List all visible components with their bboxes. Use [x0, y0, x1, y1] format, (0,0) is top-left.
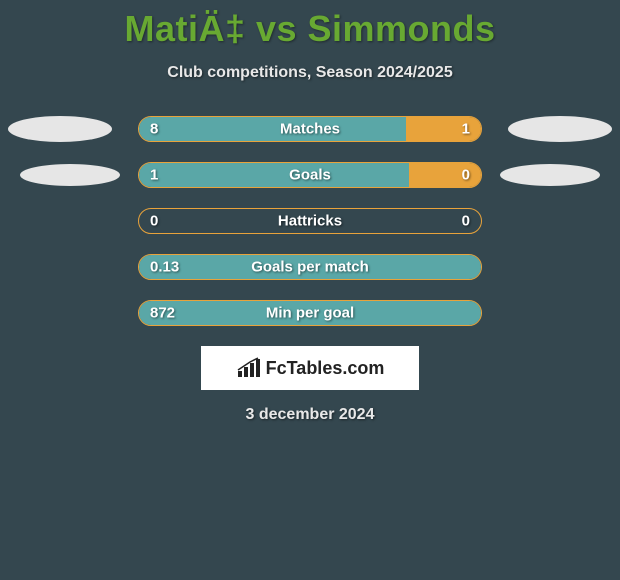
- stat-row: 00Hattricks: [0, 208, 620, 234]
- bar-left-fill: [139, 255, 481, 279]
- right-ellipse: [500, 164, 600, 186]
- stat-row: 10Goals: [0, 162, 620, 188]
- footer-date: 3 december 2024: [0, 406, 620, 424]
- right-ellipse: [508, 116, 612, 142]
- left-ellipse: [8, 116, 112, 142]
- bar-track: [138, 300, 482, 326]
- bar-left-fill: [139, 301, 481, 325]
- bar-track: [138, 162, 482, 188]
- page-title: MatiÄ‡ vs Simmonds: [0, 0, 620, 50]
- bar-track: [138, 208, 482, 234]
- chart-icon: [236, 357, 262, 379]
- stat-row: 81Matches: [0, 116, 620, 142]
- stat-left-value: 872: [150, 305, 175, 322]
- stat-right-value: 1: [462, 121, 470, 138]
- logo-box: FcTables.com: [201, 346, 419, 390]
- stat-left-value: 1: [150, 167, 158, 184]
- page-subtitle: Club competitions, Season 2024/2025: [0, 64, 620, 82]
- bar-track: [138, 254, 482, 280]
- stat-left-value: 0.13: [150, 259, 179, 276]
- left-ellipse: [20, 164, 120, 186]
- stat-left-value: 0: [150, 213, 158, 230]
- stat-row: 872Min per goal: [0, 300, 620, 326]
- stat-right-value: 0: [462, 213, 470, 230]
- bar-left-fill: [139, 117, 406, 141]
- stat-right-value: 0: [462, 167, 470, 184]
- stat-left-value: 8: [150, 121, 158, 138]
- bar-left-fill: [139, 163, 409, 187]
- comparison-chart: 81Matches10Goals00Hattricks0.13Goals per…: [0, 116, 620, 326]
- bar-right-fill: [409, 163, 481, 187]
- stat-row: 0.13Goals per match: [0, 254, 620, 280]
- bar-track: [138, 116, 482, 142]
- logo-text: FcTables.com: [266, 358, 385, 379]
